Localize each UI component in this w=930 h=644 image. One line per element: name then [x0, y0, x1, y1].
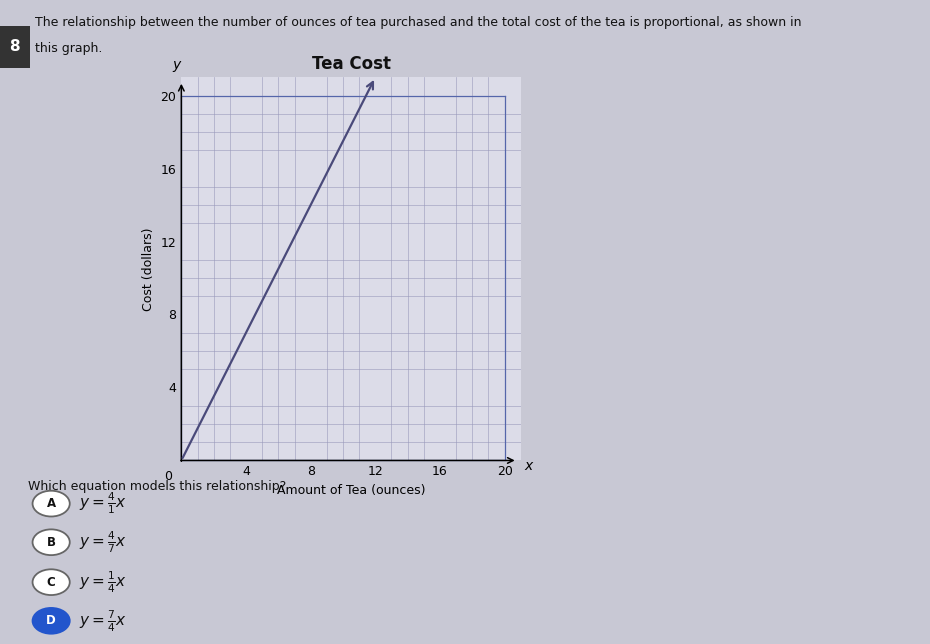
Text: $y = \frac{7}{4}x$: $y = \frac{7}{4}x$ — [79, 608, 127, 634]
Text: B: B — [46, 536, 56, 549]
Text: D: D — [46, 614, 56, 627]
Text: C: C — [46, 576, 56, 589]
X-axis label: Amount of Tea (ounces): Amount of Tea (ounces) — [277, 484, 425, 497]
Text: $y = \frac{1}{4}x$: $y = \frac{1}{4}x$ — [79, 569, 127, 595]
Text: Which equation models this relationship?: Which equation models this relationship? — [28, 480, 286, 493]
Text: 8: 8 — [9, 39, 20, 54]
Text: this graph.: this graph. — [35, 42, 102, 55]
Text: x: x — [524, 459, 532, 473]
Text: y: y — [172, 58, 180, 72]
Y-axis label: Cost (dollars): Cost (dollars) — [142, 227, 155, 310]
Text: The relationship between the number of ounces of tea purchased and the total cos: The relationship between the number of o… — [35, 16, 802, 29]
Text: 0: 0 — [165, 469, 172, 482]
Text: $y = \frac{4}{1}x$: $y = \frac{4}{1}x$ — [79, 491, 127, 516]
Text: $y = \frac{4}{7}x$: $y = \frac{4}{7}x$ — [79, 529, 127, 555]
Text: A: A — [46, 497, 56, 510]
Title: Tea Cost: Tea Cost — [312, 55, 391, 73]
